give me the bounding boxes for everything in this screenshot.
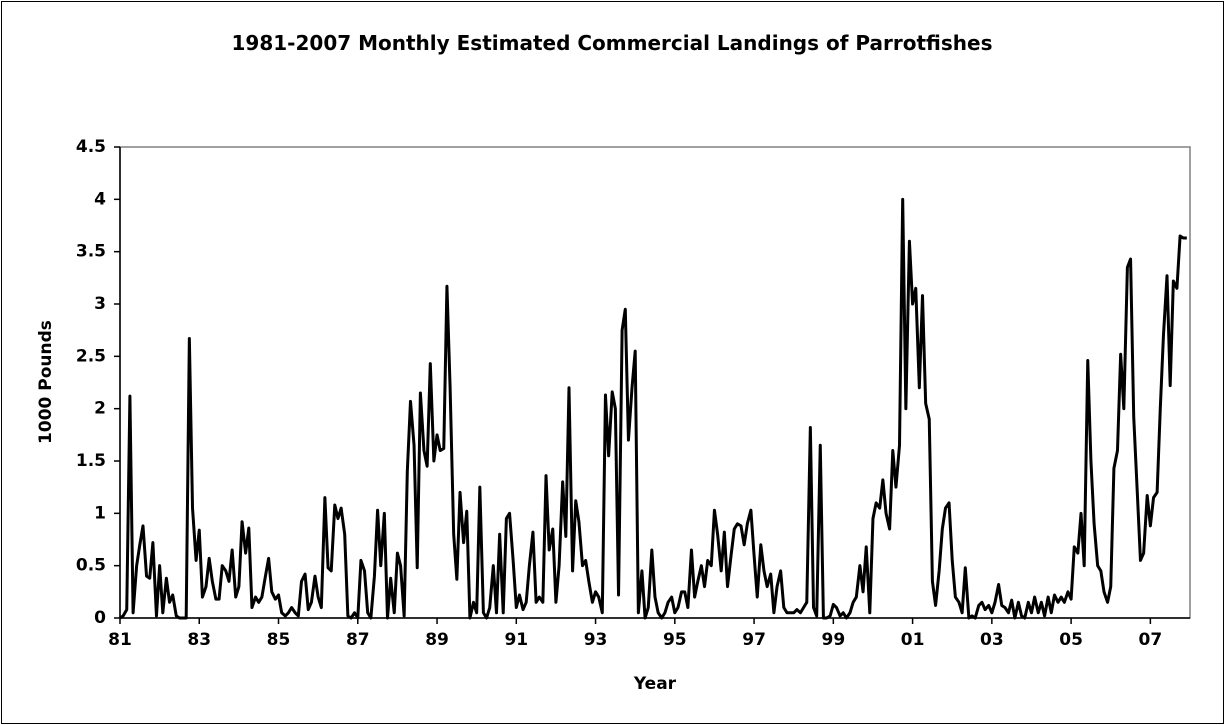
x-tick-label: 03 (980, 630, 1004, 650)
data-line (119, 197, 1187, 620)
y-tick-label: 0 (94, 608, 106, 628)
y-axis-label: 1000 Pounds (36, 320, 56, 444)
y-tick-label: 1 (94, 503, 106, 523)
x-axis-label: Year (633, 674, 677, 694)
x-tick-label: 97 (742, 630, 766, 650)
x-tick-label: 95 (663, 630, 687, 650)
x-tick-label: 91 (504, 630, 528, 650)
x-tick-label: 99 (821, 630, 845, 650)
x-tick-label: 85 (267, 630, 291, 650)
chart-title: 1981-2007 Monthly Estimated Commercial L… (231, 31, 993, 55)
x-tick-label: 93 (584, 630, 608, 650)
y-tick-label: 2.5 (76, 346, 106, 366)
y-tick-label: 3 (94, 294, 106, 314)
x-tick-label: 83 (187, 630, 211, 650)
x-tick-label: 05 (1059, 630, 1083, 650)
x-tick-label: 89 (425, 630, 449, 650)
y-tick-label: 2 (94, 399, 106, 419)
y-tick-label: 4.5 (76, 137, 106, 157)
x-tick-label: 87 (346, 630, 370, 650)
y-tick-label: 4 (94, 189, 106, 209)
plot-area (119, 146, 1191, 619)
y-tick-label: 0.5 (76, 556, 106, 576)
x-tick-label: 07 (1139, 630, 1163, 650)
y-tick-label: 1.5 (76, 451, 106, 471)
x-tick-label: 81 (108, 630, 132, 650)
y-tick-label: 3.5 (76, 242, 106, 262)
x-tick-label: 01 (901, 630, 925, 650)
